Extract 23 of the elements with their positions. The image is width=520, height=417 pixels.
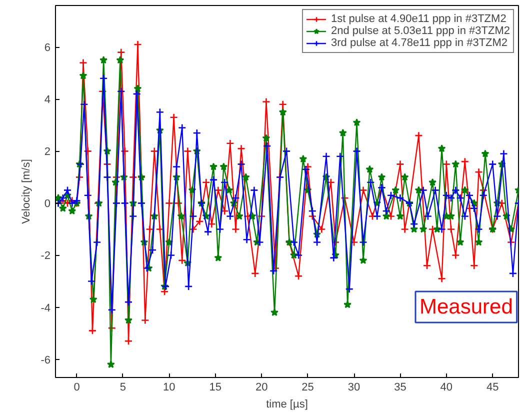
legend-label: 2nd pulse at 5.03e11 ppp in #3TZM2 — [331, 25, 510, 37]
x-tick-label: 40 — [440, 382, 453, 394]
x-tick-label: 45 — [486, 382, 499, 394]
y-tick-label: -4 — [40, 302, 50, 314]
x-tick-label: 25 — [302, 382, 314, 394]
annotation: Measured — [420, 296, 513, 318]
y-tick-label: -6 — [40, 354, 50, 366]
x-tick-label: 35 — [394, 382, 406, 394]
legend-label: 1st pulse at 4.90e11 ppp in #3TZM2 — [331, 13, 506, 25]
y-tick-label: 2 — [44, 146, 51, 158]
y-tick-label: -2 — [40, 250, 50, 262]
legend-label: 3rd pulse at 4.78e11 ppp in #3TZM2 — [331, 37, 508, 49]
x-axis-title: time [µs] — [266, 398, 308, 410]
y-tick-label: 4 — [44, 94, 51, 106]
x-tick-label: 15 — [209, 382, 222, 394]
y-tick-label: 6 — [44, 42, 51, 54]
x-tick-label: 10 — [163, 382, 176, 394]
x-tick-label: 5 — [120, 382, 126, 394]
x-tick-label: 20 — [255, 382, 268, 394]
y-axis-title: Velocity [m/s] — [20, 159, 33, 224]
x-tick-label: 0 — [74, 382, 80, 394]
x-tick-label: 30 — [348, 382, 360, 394]
y-tick-label: 0 — [44, 198, 51, 210]
